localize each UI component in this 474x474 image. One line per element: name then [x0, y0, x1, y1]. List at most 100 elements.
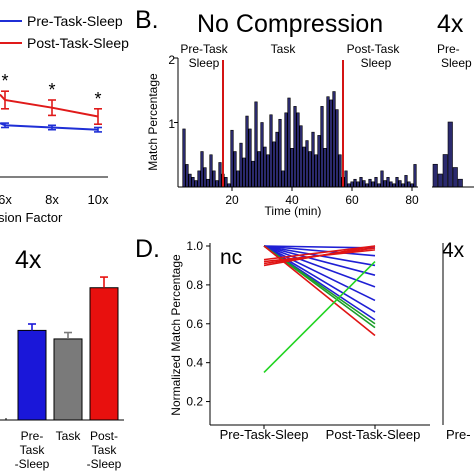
panel-b-bar [299, 125, 303, 188]
panel-b-bar [248, 128, 252, 188]
panel-b-bar [362, 180, 366, 188]
panel-b-bar [371, 181, 375, 188]
panel-b-bar [302, 146, 306, 188]
panel-d-ytick-label: 1.0 [186, 239, 203, 253]
panel-b-bar [380, 170, 384, 188]
panel-b-bar [359, 177, 363, 188]
panel-d-ytick-label: 0.8 [186, 278, 203, 292]
panel-c-xlabel-pre-3: -Sleep [15, 457, 50, 471]
panel-b-bar [383, 180, 387, 188]
panel-b-bar [308, 151, 312, 188]
panel-b-bar [356, 181, 360, 188]
panel-b-bar [314, 154, 318, 188]
panel-a-line-0 [0, 122, 99, 131]
panel-d-subject-line [263, 245, 376, 257]
panel-b-bar [398, 180, 402, 188]
panel-b-bar [182, 128, 186, 188]
panel-d-subject-line [263, 249, 376, 263]
panel-b-bar [320, 106, 324, 188]
panel-a-marks: * * * [0, 71, 102, 133]
panel-b-4x-epoch-2: Sleep [441, 56, 472, 70]
panel-a-xtick-1: 8x [45, 192, 59, 207]
panel-b-bar [368, 178, 372, 188]
panel-b-ytick-1: 1 [168, 117, 175, 131]
panel-b-bar [278, 118, 282, 188]
panel-b-bar [224, 177, 228, 188]
panel-b-bar [413, 164, 417, 188]
panel-b-xlabel: Time (min) [265, 204, 322, 218]
panel-b-bar [230, 129, 234, 188]
panel-b-bar [386, 177, 390, 188]
panel-b-bar [233, 151, 237, 188]
panel-b-bar [257, 151, 261, 188]
panel-b-bar [191, 177, 195, 188]
panel-d-marks [263, 245, 376, 373]
panel-b-title: No Compression [197, 10, 383, 38]
epoch-label-pre-2: Sleep [189, 56, 220, 70]
panel-d-4x: 4x Pre- [442, 239, 471, 442]
panel-b-4x-bar [447, 121, 453, 188]
panel-b-bar [197, 170, 201, 188]
epoch-label-post-1: Post-Task [347, 42, 401, 56]
panel-b-marks: 20 40 60 80 [174, 57, 419, 207]
panel-d-title: nc [220, 246, 242, 269]
panel-b-bar [287, 97, 291, 188]
panel-a-xtick-0: 6x [0, 192, 12, 207]
panel-b-bar [284, 112, 288, 188]
panel-a-significance-mark: * [48, 80, 55, 100]
panel-b-ylabel: Match Percentage [146, 73, 160, 171]
panel-b-epoch-labels: Pre-Task Sleep Task Post-Task Sleep [180, 42, 400, 70]
panel-b-letter: B. [135, 6, 159, 34]
panel-b-4x-bar [457, 178, 463, 188]
panel-b-bar [272, 141, 276, 188]
panel-c-marks [17, 276, 119, 421]
panel-c: 4x Pre- Task -Sleep Task Post- Task -Sle… [0, 246, 124, 471]
panel-b-bar [389, 181, 393, 188]
panel-c-xlabel-post-2: Task [92, 443, 118, 457]
panel-b-bar [263, 146, 267, 188]
legend-pre-label: Pre-Task-Sleep [27, 13, 123, 29]
panel-b-bar [203, 167, 207, 188]
panel-b-4x-bar [437, 173, 443, 188]
panel-b-bar [275, 131, 279, 188]
panel-b-bar [353, 178, 357, 188]
panel-d-yticks: 0.2 0.4 0.6 0.8 1.0 [186, 239, 376, 429]
panel-b-bar [293, 106, 297, 188]
panel-c-bar [17, 329, 47, 421]
panel-b-bar [332, 91, 336, 188]
panel-b-ytick-2: 2 [168, 53, 175, 67]
panel-a-significance-mark: * [94, 89, 101, 109]
panel-b-bar [323, 148, 327, 188]
panel-b-bar [218, 162, 222, 188]
panel-a: Pre-Task-Sleep Post-Task-Sleep * * * 6x 8x… [0, 13, 129, 225]
panel-c-xlabel-task: Task [56, 429, 82, 443]
panel-d-letter: D. [135, 235, 160, 263]
panel-b-bar [212, 170, 216, 188]
panel-d: D. nc Normalized Match Percentage 0.2 0.4… [135, 235, 430, 442]
panel-d-ytick-label: 0.2 [186, 395, 203, 409]
panel-b-bar [254, 101, 258, 188]
panel-b-xtick-label: 20 [225, 193, 239, 207]
panel-b-xtick-label: 60 [345, 193, 359, 207]
panel-b-bar [236, 170, 240, 188]
panel-b-bar [188, 173, 192, 188]
panel-b-bar [326, 96, 330, 188]
panel-b-bar [215, 180, 219, 188]
panel-b-bar [251, 160, 255, 188]
panel-b-xtick-label: 40 [285, 193, 299, 207]
panel-c-title: 4x [15, 246, 42, 274]
panel-b-4x-bar [452, 167, 458, 188]
panel-d-ytick-label: 0.4 [186, 356, 203, 370]
panel-c-bar [53, 338, 83, 421]
panel-c-xlabel-post-1: Post- [90, 429, 118, 443]
panel-b-4x-marks [432, 121, 463, 188]
panel-d-4x-xtick: Pre- [446, 427, 471, 442]
panel-d-ytick-label: 0.6 [186, 317, 203, 331]
panel-b-4x: 4x Pre- Sleep [432, 10, 474, 188]
panel-b-bar [206, 178, 210, 188]
panel-b-bar [245, 115, 249, 188]
panel-c-bar [89, 287, 119, 421]
panel-d-subject-line [263, 260, 376, 373]
panel-d-subject-line [263, 245, 376, 261]
panel-b-bar [305, 140, 309, 188]
